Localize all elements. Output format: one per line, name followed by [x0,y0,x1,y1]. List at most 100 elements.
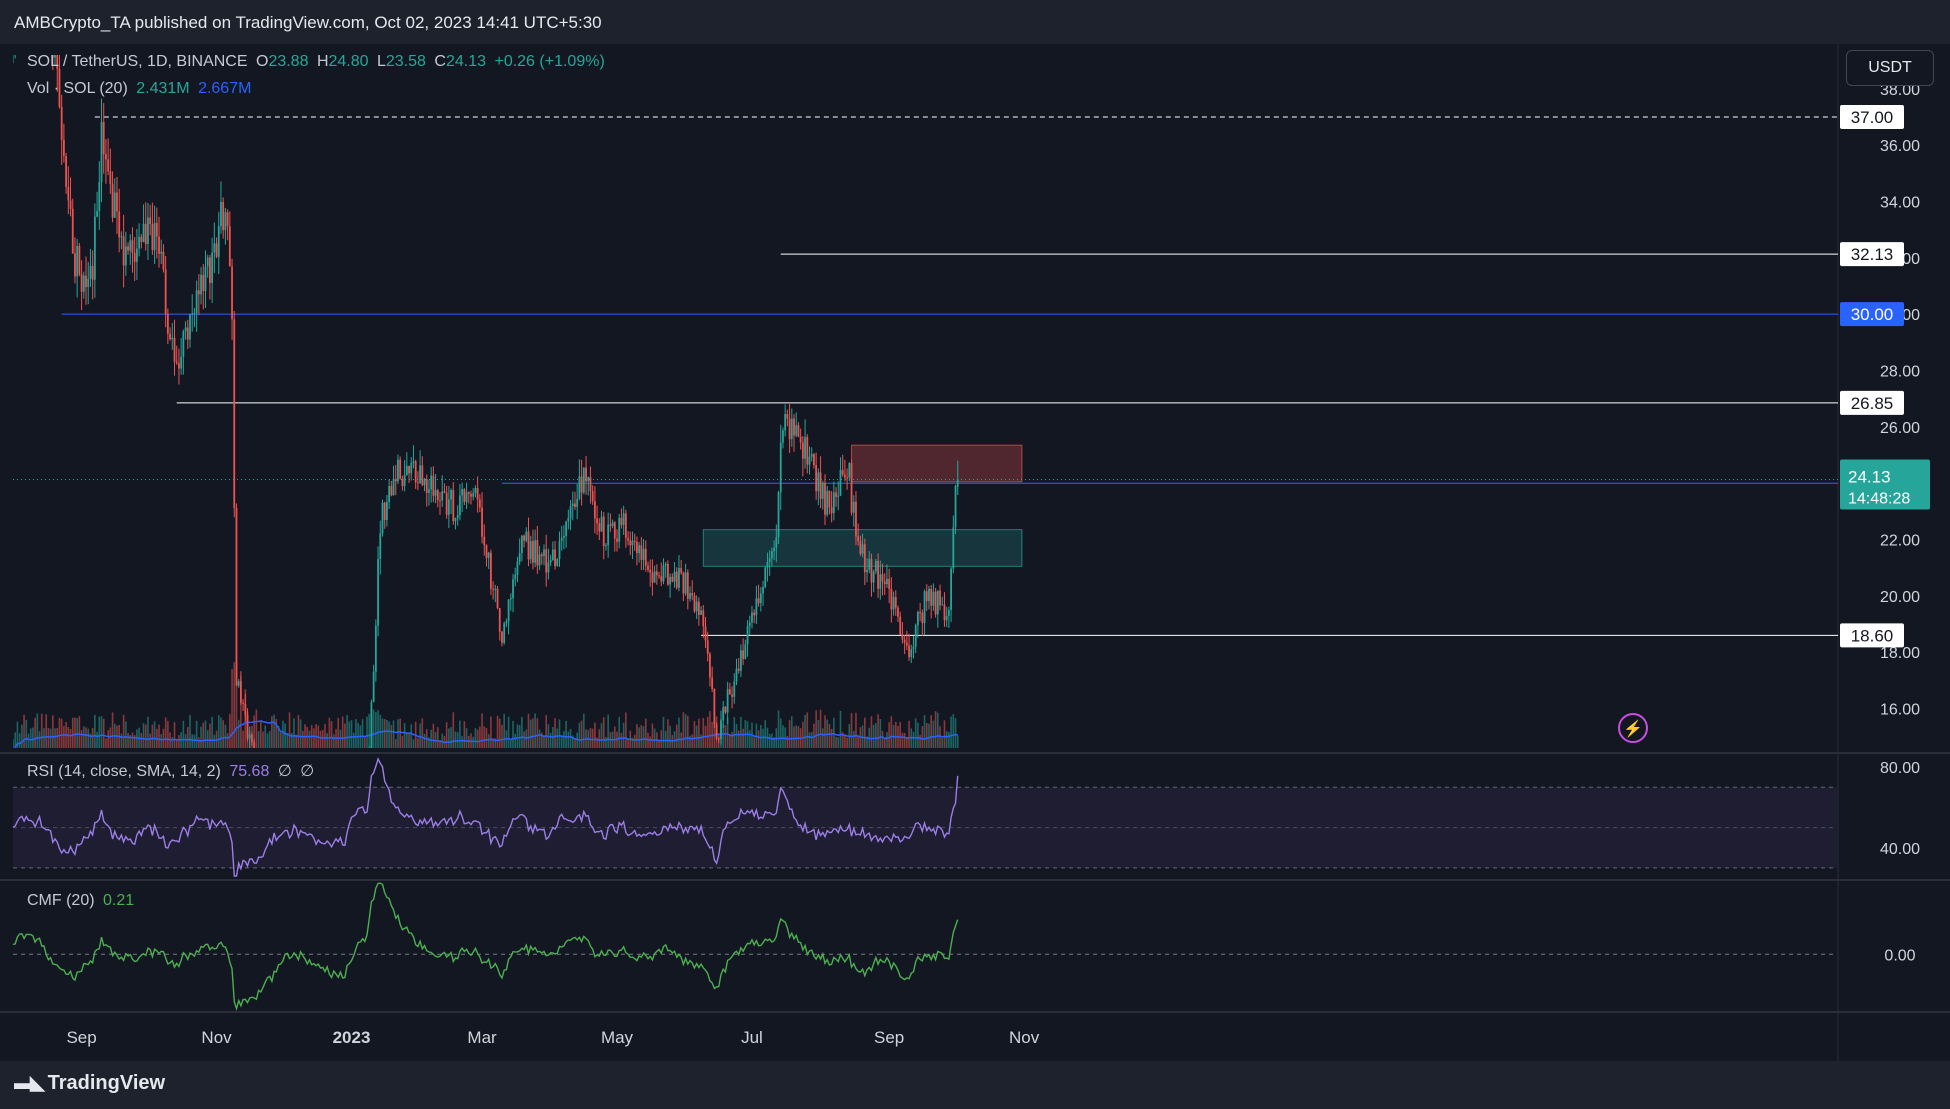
candle-body [419,465,421,484]
volume-label[interactable]: Vol · SOL (20) [27,80,128,97]
volume-bar [412,739,415,748]
volume-bar [768,734,771,748]
candles [13,55,959,748]
volume-bar [932,720,935,748]
candle-body [425,479,428,493]
volume-bar [695,725,698,748]
volume-bar [622,722,625,748]
cmf-label[interactable]: CMF (20) [27,892,95,909]
candle-body [209,257,211,283]
volume-bar [204,720,207,748]
candle-body [877,560,879,589]
candle-body [226,212,229,227]
volume-bar [919,734,921,748]
time-tick-label: Nov [1009,1028,1040,1047]
candle-body [80,274,83,292]
volume-bar [742,728,744,748]
volume-bar [105,738,107,748]
volume-bar [498,718,501,748]
candle-body [618,517,621,542]
volume-bar [594,722,596,748]
volume-bar [253,715,255,748]
candle-body [899,616,902,635]
candle-body [377,559,379,626]
candle-body [58,68,61,107]
volume-bar [133,735,136,748]
volume-bar [423,733,426,748]
volume-bar [328,717,331,748]
quote-currency-button[interactable]: USDT [1846,50,1934,86]
volume-bar [71,717,74,748]
price-tick-label: 22.00 [1880,533,1920,550]
candle-body [204,266,207,292]
volume-bar [233,662,236,748]
volume-bar [950,716,952,748]
volume-bar [554,718,556,748]
candle-body [901,634,904,640]
volume-bar [189,715,191,748]
volume-bar [669,725,671,748]
candle-body [633,540,636,542]
volume-bar [388,721,390,748]
candle-body [662,565,665,582]
volume-bar [870,716,873,748]
candle-body [71,208,74,254]
candle-body [461,489,464,496]
candle-body [936,590,939,615]
volume-bar [662,716,665,748]
volume-bar [162,728,165,748]
volume-bar [63,726,65,748]
candle-body [874,560,877,572]
candle-body [147,217,149,245]
volume-bar [857,736,859,748]
candle-body [76,246,79,277]
volume-bar [408,733,410,748]
candle-body [554,549,556,567]
volume-bar [487,734,490,748]
volume-bar [184,734,187,748]
volume-bar [945,731,948,748]
volume-bar [689,735,691,748]
candle-body [733,681,736,697]
candle-body [861,544,864,554]
volume-bar [217,715,220,748]
chart-area[interactable]: 16.0018.0020.0022.0024.0026.0028.0030.00… [0,40,1950,1061]
volume-bar [941,737,944,748]
volume-bar [406,733,408,748]
candle-body [392,479,395,496]
candle-body [819,472,822,499]
candle-body [748,622,751,627]
candle-body [589,477,592,492]
candle-body [691,593,694,596]
volume-value: 2.431M [136,80,190,97]
volume-bar [540,732,543,748]
candle-body [890,588,893,610]
candle-body [164,269,167,315]
volume-bar [698,718,700,748]
candle-body [711,677,714,690]
symbol-label[interactable]: SOL / TetherUS, 1D, BINANCE [27,53,248,70]
rsi-label[interactable]: RSI (14, close, SMA, 14, 2) [27,763,221,780]
candle-body [892,596,895,610]
volume-bar [36,713,39,748]
candle-body [160,251,163,254]
candle-body [954,486,957,528]
candle-body [251,734,253,743]
candle-body [923,591,926,624]
volume-bar [341,716,344,748]
close-label: C [434,53,446,70]
candle-body [930,588,933,606]
volume-bar [136,729,138,748]
candle-body [496,588,499,609]
candle-body [770,551,773,559]
tradingview-logo[interactable]: ▬◣ TradingView [14,1072,165,1095]
volume-bar [69,729,72,748]
volume-bar [54,728,56,748]
volume-bar [474,728,477,748]
candle-body [556,558,559,567]
candle-body [830,507,833,514]
volume-bar [529,719,532,748]
lightning-glyph: ⚡ [1623,719,1643,738]
candle-body [706,640,709,654]
candle-body [111,184,114,218]
